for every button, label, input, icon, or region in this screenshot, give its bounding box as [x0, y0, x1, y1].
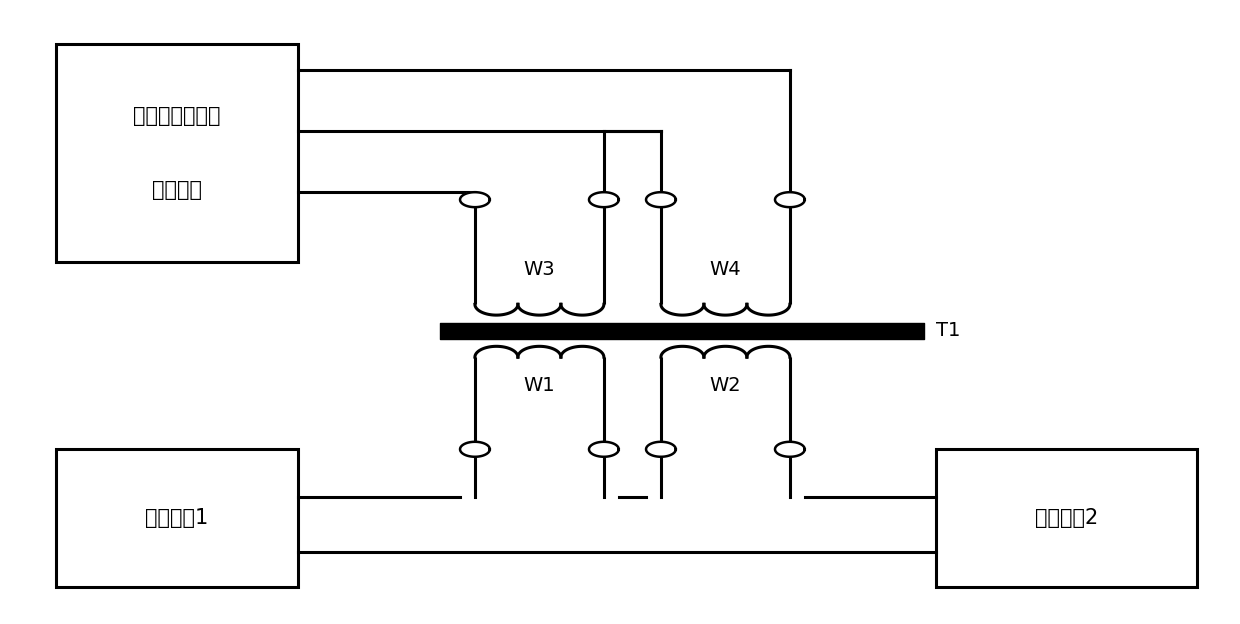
Polygon shape — [460, 442, 490, 457]
Polygon shape — [589, 192, 619, 207]
Bar — [56, 44, 298, 262]
Text: W3: W3 — [523, 260, 556, 280]
Text: W1: W1 — [523, 376, 556, 395]
Text: 供能电源1: 供能电源1 — [145, 508, 208, 528]
Polygon shape — [589, 442, 619, 457]
Polygon shape — [775, 192, 805, 207]
Text: 冗余电源: 冗余电源 — [151, 180, 202, 200]
Text: W2: W2 — [709, 376, 742, 395]
Text: T1: T1 — [936, 321, 961, 340]
Text: W4: W4 — [709, 260, 742, 280]
Polygon shape — [646, 442, 676, 457]
Text: 供能电源2: 供能电源2 — [1034, 508, 1099, 528]
Text: 高压直流断路器: 高压直流断路器 — [133, 105, 221, 126]
Bar — [936, 449, 1197, 587]
Polygon shape — [775, 442, 805, 457]
Polygon shape — [460, 192, 490, 207]
Bar — [56, 449, 298, 587]
Polygon shape — [646, 192, 676, 207]
